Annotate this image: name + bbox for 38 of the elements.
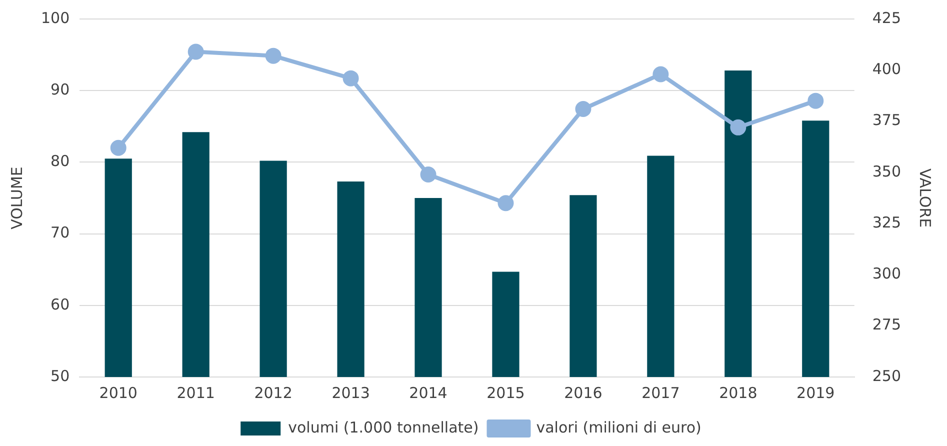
y-axis-title: VOLUME xyxy=(8,166,26,230)
point xyxy=(342,70,359,86)
y2-tick-label: 300 xyxy=(872,264,902,283)
legend-label: valori (milioni di euro) xyxy=(536,418,702,436)
x-tick-label: 2012 xyxy=(254,384,292,402)
legend-label: volumi (1.000 tonnellate) xyxy=(288,418,479,436)
y2-axis-title: VALORE xyxy=(916,168,934,228)
y2-tick-label: 250 xyxy=(872,366,902,385)
x-tick-label: 2016 xyxy=(564,384,602,402)
x-tick-label: 2010 xyxy=(99,384,138,402)
x-tick-label: 2014 xyxy=(409,384,448,402)
x-tick-label: 2017 xyxy=(642,384,680,402)
point xyxy=(575,101,592,118)
y2-tick-label: 275 xyxy=(872,316,902,334)
y2-tick-label: 425 xyxy=(872,8,902,27)
point xyxy=(730,119,746,136)
point xyxy=(265,48,282,64)
y-tick-label: 80 xyxy=(50,152,70,170)
y-tick-label: 90 xyxy=(50,80,70,98)
y-tick-label: 70 xyxy=(50,224,70,242)
x-tick-label: 2013 xyxy=(332,384,370,402)
y2-tick-label: 350 xyxy=(872,162,902,180)
y-tick-label: 50 xyxy=(50,366,70,385)
point xyxy=(420,166,436,182)
x-tick-label: 2019 xyxy=(796,384,835,402)
y-tick-label: 60 xyxy=(50,295,70,314)
y2-tick-label: 325 xyxy=(872,213,902,232)
y-tick-label: 100 xyxy=(40,8,70,27)
point xyxy=(498,195,514,212)
x-tick-label: 2011 xyxy=(176,384,215,402)
x-tick-label: 2015 xyxy=(486,384,525,402)
point xyxy=(808,92,824,109)
point xyxy=(110,140,126,156)
y2-tick-label: 375 xyxy=(872,111,902,130)
y2-tick-label: 400 xyxy=(872,60,902,78)
point xyxy=(652,66,669,82)
x-tick-label: 2018 xyxy=(719,384,758,402)
point xyxy=(188,44,204,60)
